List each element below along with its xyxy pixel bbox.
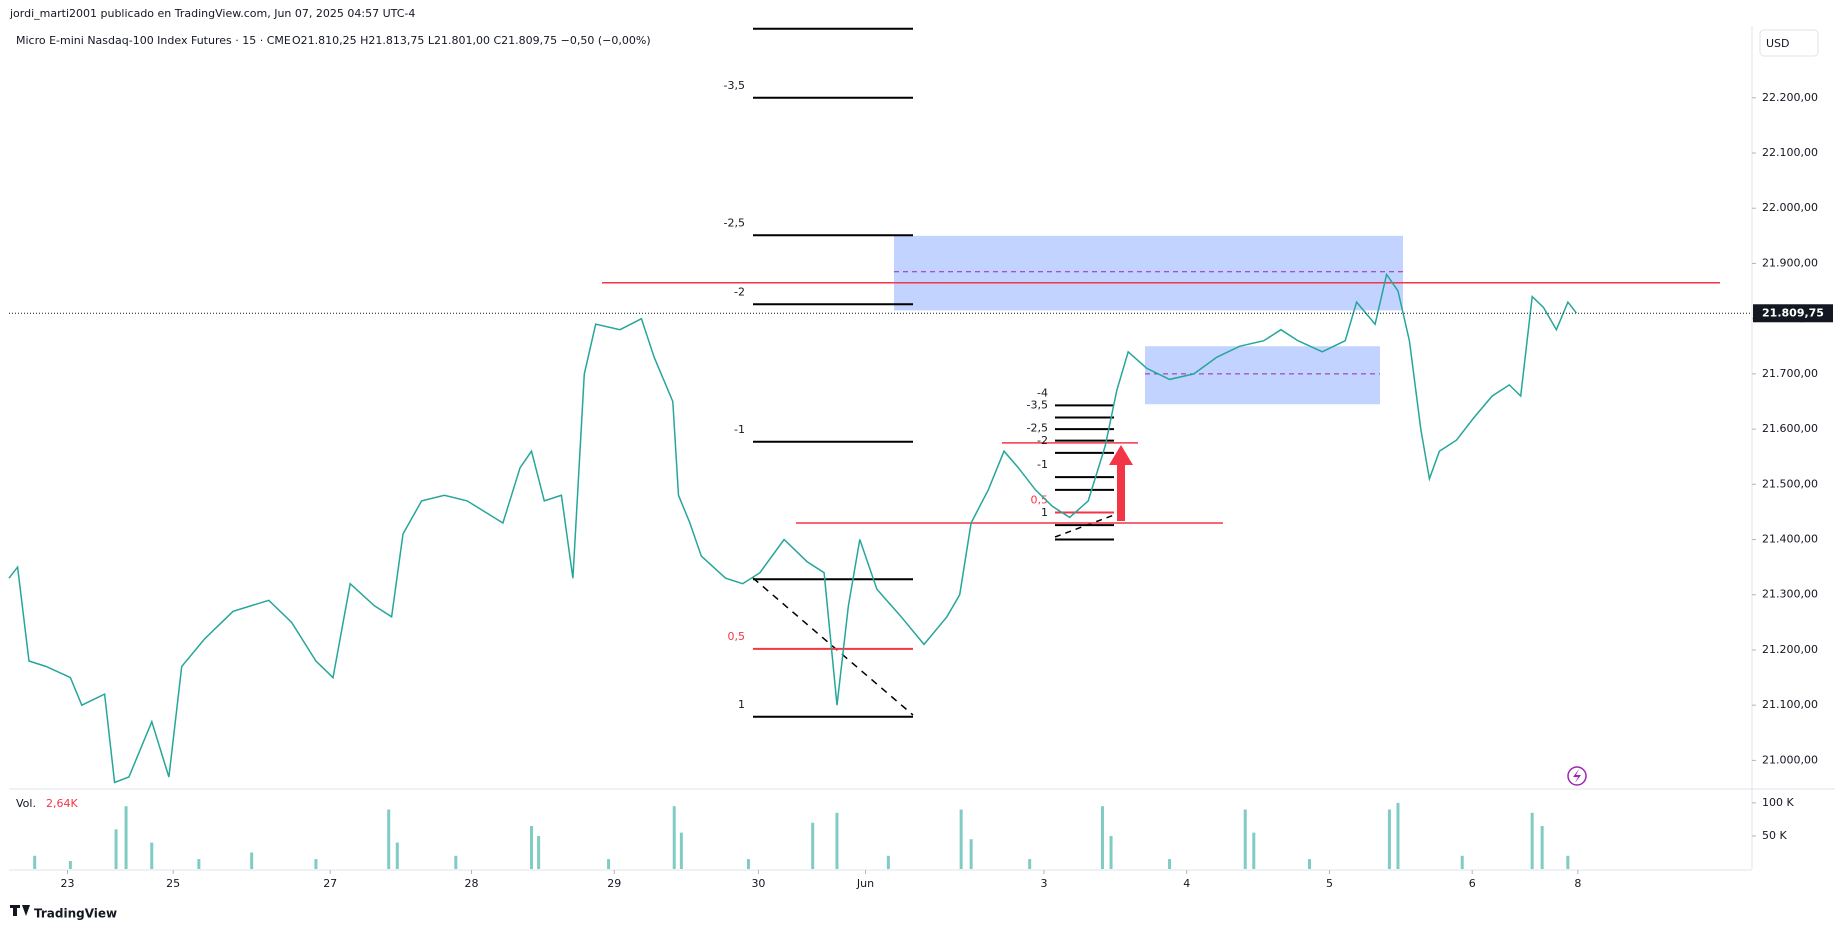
volume-bar	[1566, 855, 1570, 869]
y-tick-label: 21.600,00	[1762, 422, 1818, 435]
volume-bar	[1460, 855, 1464, 869]
volume-bar	[1307, 859, 1311, 869]
x-tick-label: 8	[1574, 877, 1581, 890]
fib-label: -2	[734, 285, 745, 298]
volume-bar	[969, 839, 973, 869]
y-tick-label: 21.000,00	[1762, 753, 1818, 766]
zone	[894, 235, 1403, 311]
volume-bar	[1387, 809, 1391, 869]
x-tick-label: Jun	[856, 877, 874, 890]
volume-bar	[811, 822, 815, 869]
logo-mark	[10, 905, 30, 916]
volume-bar	[835, 812, 839, 869]
volume-bar	[124, 806, 128, 869]
y-tick-label: 21.400,00	[1762, 533, 1818, 546]
volume-bar	[1109, 835, 1113, 869]
volume-bar	[387, 809, 391, 869]
y-tick-label: 21.100,00	[1762, 698, 1818, 711]
volume-bar	[959, 809, 963, 869]
y-tick-label: 21.900,00	[1762, 256, 1818, 269]
arrow	[1109, 445, 1133, 521]
x-tick-label: 4	[1183, 877, 1190, 890]
fib-label: -1	[1037, 458, 1048, 471]
fib-label: -3,5	[1027, 398, 1048, 411]
alert-bolt	[1573, 769, 1581, 783]
last-price-label: 21.809,75	[1762, 306, 1824, 319]
volume-bar	[1540, 826, 1544, 869]
y-tick-label: 21.500,00	[1762, 477, 1818, 490]
symbol: Micro E-mini Nasdaq-100 Index Futures · …	[16, 34, 291, 47]
fib-label: 0,5	[728, 630, 746, 643]
y-tick-label: 22.000,00	[1762, 201, 1818, 214]
volume-value: 2,64K	[46, 797, 78, 810]
volume-bar	[1396, 802, 1400, 869]
volume-bar	[679, 832, 683, 869]
ohlc: O21.810,25 H21.813,75 L21.801,00 C21.809…	[292, 34, 651, 47]
volume-bar	[1168, 859, 1172, 869]
y-tick-label: 21.700,00	[1762, 367, 1818, 380]
y-tick-label: 22.200,00	[1762, 91, 1818, 104]
x-tick-label: 27	[323, 877, 337, 890]
fib-label: 1	[738, 698, 745, 711]
currency-button[interactable]	[1759, 29, 1819, 57]
fib-label: -2,5	[724, 216, 745, 229]
zone	[1145, 346, 1380, 405]
x-tick-label: 25	[166, 877, 180, 890]
x-tick-label: 29	[607, 877, 621, 890]
volume-bar	[1243, 809, 1247, 869]
volume-bar	[672, 806, 676, 869]
alert-icon[interactable]	[1567, 766, 1587, 786]
volume-bar	[197, 859, 201, 869]
last-price-box	[1753, 304, 1833, 323]
volume-bar	[1100, 806, 1104, 869]
fib-label: 0,5	[1031, 493, 1049, 506]
volume-bar	[1028, 859, 1032, 869]
currency[interactable]: USD	[1766, 37, 1790, 50]
fib-label: -3,5	[724, 79, 745, 92]
volume-bar	[250, 852, 254, 869]
volume-bar	[395, 842, 399, 869]
fib-label: -2,5	[1027, 422, 1048, 435]
y-tick-label: 21.200,00	[1762, 643, 1818, 656]
fib-trend-line	[752, 577, 914, 716]
y-tick-label: 22.100,00	[1762, 146, 1818, 159]
x-tick-label: 28	[465, 877, 479, 890]
volume-bar	[33, 855, 37, 869]
volume-bar	[454, 855, 458, 869]
volume-bar	[529, 826, 533, 869]
volume-bar	[314, 859, 318, 869]
x-tick-label: 3	[1040, 877, 1047, 890]
fib-label: -1	[734, 423, 745, 436]
volume-bar	[1530, 812, 1534, 869]
x-tick-label: 30	[751, 877, 765, 890]
footer-brand: TradingView	[34, 907, 117, 921]
volume-bar	[114, 829, 118, 869]
y-tick-label: 50 K	[1762, 829, 1787, 842]
publisher: jordi_marti2001 publicado en TradingView…	[9, 7, 415, 20]
price-line	[8, 272, 1577, 784]
fib-label: -2	[1037, 434, 1048, 447]
x-tick-label: 6	[1469, 877, 1476, 890]
fib-label: -4	[1037, 386, 1048, 399]
volume-title: Vol.	[16, 797, 36, 810]
volume-bar	[1252, 832, 1256, 869]
volume-bar	[537, 835, 541, 869]
volume-bar	[886, 855, 890, 869]
volume-bar	[746, 859, 750, 869]
x-tick-label: 23	[61, 877, 75, 890]
volume-bar	[150, 842, 154, 869]
volume-bar	[68, 861, 72, 869]
x-tick-label: 5	[1326, 877, 1333, 890]
y-tick-label: 21.300,00	[1762, 588, 1818, 601]
fib-label: 1	[1041, 506, 1048, 519]
y-tick-label: 100 K	[1762, 796, 1794, 809]
volume-bar	[607, 859, 611, 869]
